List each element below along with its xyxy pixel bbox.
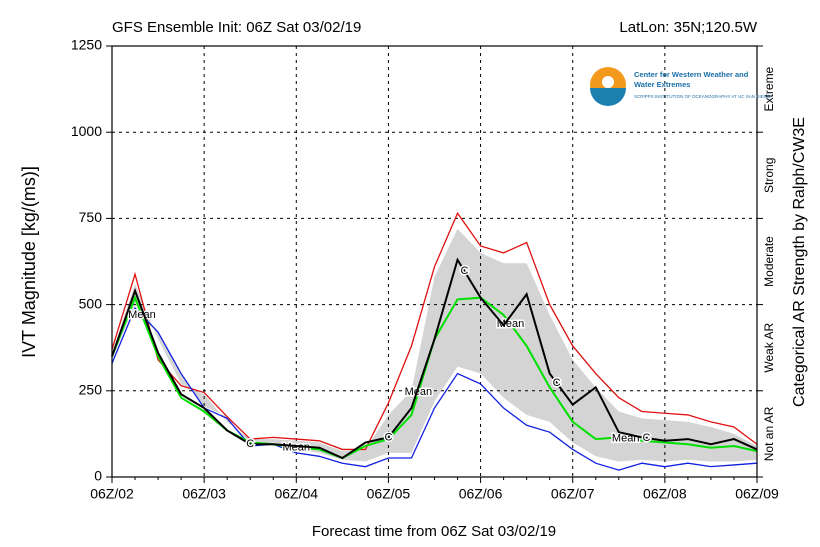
y-axis-label: IVT Magnitude [kg/(ms)] <box>19 166 39 358</box>
series-line <box>111 257 758 460</box>
line-label: C <box>384 431 392 443</box>
line-label: C <box>642 432 650 444</box>
y2-band-label: Extreme <box>762 66 776 111</box>
y-tick-label: 1250 <box>71 37 102 53</box>
x-tick-label: 06Z/09 <box>735 486 779 502</box>
ensemble-spread <box>112 228 757 462</box>
x-tick-label: 06Z/05 <box>367 486 411 502</box>
y-tick-label: 500 <box>79 295 103 311</box>
logo-drop <box>602 76 614 88</box>
logo: Center for Western Weather and Water Extr… <box>590 67 771 106</box>
line-label: C <box>553 377 561 389</box>
logo-name: Center for Western Weather and Water Extr… <box>634 70 749 89</box>
series-line <box>111 211 758 451</box>
x-tick-label: 06Z/07 <box>551 486 595 502</box>
line-label: Mean <box>128 309 156 321</box>
logo-sub: SCRIPPS INSTITUTION OF OCEANOGRAPHY AT U… <box>634 94 771 99</box>
y2-band-label: Weak AR <box>762 322 776 372</box>
x-tick-label: 06Z/08 <box>643 486 687 502</box>
series-line <box>111 306 758 471</box>
line-label: C <box>460 265 468 277</box>
line-label: Mean <box>405 386 433 398</box>
chart-title: GFS Ensemble Init: 06Z Sat 03/02/19 <box>112 19 361 36</box>
logo-icon-water <box>590 88 626 106</box>
x-tick-label: 06Z/02 <box>90 486 134 502</box>
y2-band-label: Strong <box>762 158 776 193</box>
y2-axis-label: Categorical AR Strength by Ralph/CW3E <box>791 117 808 407</box>
x-tick-label: 06Z/04 <box>274 486 318 502</box>
y2-band-label: Not an AR <box>762 406 776 461</box>
line-label: C <box>246 438 254 450</box>
y-tick-label: 0 <box>94 468 102 484</box>
y-tick-label: 250 <box>79 382 103 398</box>
y-tick-label: 750 <box>79 209 103 225</box>
x-axis-label: Forecast time from 06Z Sat 03/02/19 <box>312 523 556 540</box>
y-tick-label: 1000 <box>71 123 102 139</box>
x-tick-label: 06Z/06 <box>459 486 503 502</box>
x-tick-label: 06Z/03 <box>182 486 226 502</box>
line-label: Mean <box>497 318 525 330</box>
plot-frame <box>111 45 758 478</box>
location: LatLon: 35N;120.5W <box>619 19 757 36</box>
y2-band-label: Moderate <box>762 236 776 287</box>
